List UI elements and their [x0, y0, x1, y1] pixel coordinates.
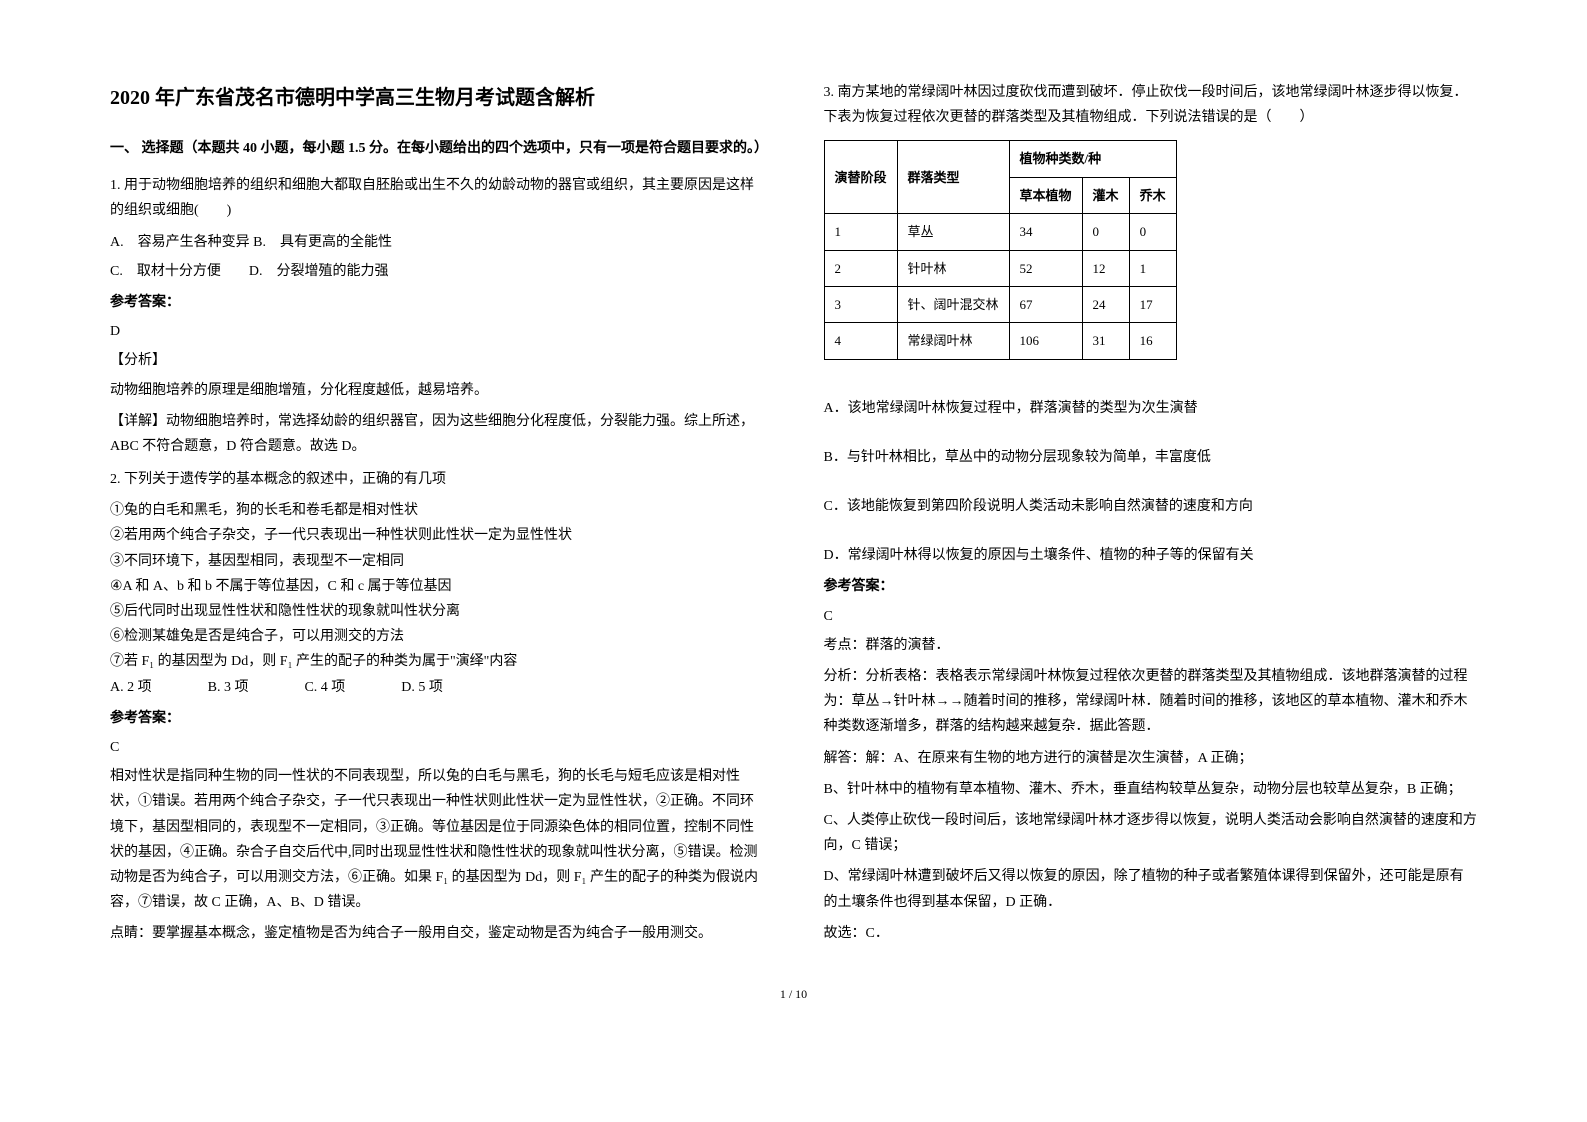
- q2-s2: ②若用两个纯合子杂交，子一代只表现出一种性状则此性状一定为显性性状: [110, 523, 764, 548]
- right-column: 3. 南方某地的常绿阔叶林因过度砍伐而遭到破坏．停止砍伐一段时间后，该地常绿阔叶…: [824, 80, 1478, 954]
- cell-herb: 34: [1009, 214, 1082, 250]
- q3-answer-label: 参考答案：: [824, 574, 1478, 599]
- cell-tree: 0: [1129, 214, 1176, 250]
- q2-s3: ③不同环境下，基因型相同，表现型不一定相同: [110, 549, 764, 574]
- spacer: [824, 378, 1478, 396]
- q3-kp: 考点：群落的演替．: [824, 633, 1478, 658]
- q2-answer-letter: C: [110, 735, 764, 760]
- q3-answer-letter: C: [824, 604, 1478, 629]
- section-header: 一、 选择题（本题共 40 小题，每小题 1.5 分。在每小题给出的四个选项中，…: [110, 136, 764, 161]
- th-type: 群落类型: [897, 141, 1009, 214]
- cell-stage: 3: [824, 286, 897, 322]
- left-column: 2020 年广东省茂名市德明中学高三生物月考试题含解析 一、 选择题（本题共 4…: [110, 80, 764, 954]
- q2-tip: 点睛：要掌握基本概念，鉴定植物是否为纯合子一般用自交，鉴定动物是否为纯合子一般用…: [110, 921, 764, 946]
- q3-analysis: 分析：分析表格：表格表示常绿阔叶林恢复过程依次更替的群落类型及其植物组成．该地群…: [824, 664, 1478, 740]
- cell-herb: 52: [1009, 250, 1082, 286]
- cell-herb: 106: [1009, 323, 1082, 359]
- q3-option-a: A．该地常绿阔叶林恢复过程中，群落演替的类型为次生演替: [824, 396, 1478, 421]
- q1-options-2: C. 取材十分方便 D. 分裂增殖的能力强: [110, 259, 764, 284]
- spacer: [824, 427, 1478, 445]
- question-2: 2. 下列关于遗传学的基本概念的叙述中，正确的有几项 ①兔的白毛和黑毛，狗的长毛…: [110, 467, 764, 946]
- th-species: 植物种类数/种: [1009, 141, 1176, 177]
- th-shrub: 灌木: [1082, 177, 1129, 213]
- cell-type: 针、阔叶混交林: [897, 286, 1009, 322]
- q2-explain: 相对性状是指同种生物的同一性状的不同表现型，所以兔的白毛与黑毛，狗的长毛与短毛应…: [110, 764, 764, 915]
- q1-analysis-label: 【分析】: [110, 348, 764, 373]
- table-row: 4 常绿阔叶林 106 31 16: [824, 323, 1176, 359]
- cell-type: 草丛: [897, 214, 1009, 250]
- q2-s7: ⑦若 F₁ 的基因型为 Dd，则 F₁ 产生的配子的种类为属于"演绎"内容: [110, 649, 764, 674]
- cell-stage: 1: [824, 214, 897, 250]
- table-row: 1 草丛 34 0 0: [824, 214, 1176, 250]
- spacer: [824, 525, 1478, 543]
- cell-tree: 17: [1129, 286, 1176, 322]
- q2-text: 2. 下列关于遗传学的基本概念的叙述中，正确的有几项: [110, 467, 764, 492]
- table-row: 3 针、阔叶混交林 67 24 17: [824, 286, 1176, 322]
- table-header-row-1: 演替阶段 群落类型 植物种类数/种: [824, 141, 1176, 177]
- q3-option-d: D．常绿阔叶林得以恢复的原因与土壤条件、植物的种子等的保留有关: [824, 543, 1478, 568]
- q3-option-b: B．与针叶林相比，草丛中的动物分层现象较为简单，丰富度低: [824, 445, 1478, 470]
- q1-detail: 【详解】动物细胞培养时，常选择幼龄的组织器官，因为这些细胞分化程度低，分裂能力强…: [110, 409, 764, 459]
- cell-shrub: 24: [1082, 286, 1129, 322]
- q2-s6: ⑥检测某雄兔是否是纯合子，可以用测交的方法: [110, 624, 764, 649]
- page: 2020 年广东省茂名市德明中学高三生物月考试题含解析 一、 选择题（本题共 4…: [110, 80, 1477, 954]
- q3-solve-a: 解答：解：A、在原来有生物的地方进行的演替是次生演替，A 正确；: [824, 746, 1478, 771]
- spacer: [824, 476, 1478, 494]
- th-herb: 草本植物: [1009, 177, 1082, 213]
- q3-solve-b: B、针叶林中的植物有草本植物、灌木、乔木，垂直结构较草丛复杂，动物分层也较草丛复…: [824, 777, 1478, 802]
- q2-s4: ④A 和 A、b 和 b 不属于等位基因，C 和 c 属于等位基因: [110, 574, 764, 599]
- q2-s5: ⑤后代同时出现显性性状和隐性性状的现象就叫性状分离: [110, 599, 764, 624]
- q2-options: A. 2 项 B. 3 项 C. 4 项 D. 5 项: [110, 675, 764, 700]
- cell-shrub: 0: [1082, 214, 1129, 250]
- th-stage: 演替阶段: [824, 141, 897, 214]
- cell-tree: 16: [1129, 323, 1176, 359]
- q3-solve-c: C、人类停止砍伐一段时间后，该地常绿阔叶林才逐步得以恢复，说明人类活动会影响自然…: [824, 808, 1478, 858]
- cell-stage: 2: [824, 250, 897, 286]
- q3-text: 3. 南方某地的常绿阔叶林因过度砍伐而遭到破坏．停止砍伐一段时间后，该地常绿阔叶…: [824, 80, 1478, 130]
- question-1: 1. 用于动物细胞培养的组织和细胞大都取自胚胎或出生不久的幼龄动物的器官或组织，…: [110, 173, 764, 459]
- q1-analysis-text: 动物细胞培养的原理是细胞增殖，分化程度越低，越易培养。: [110, 378, 764, 403]
- q3-table: 演替阶段 群落类型 植物种类数/种 草本植物 灌木 乔木 1 草丛 34 0 0: [824, 140, 1177, 359]
- q1-options-1: A. 容易产生各种变异 B. 具有更高的全能性: [110, 230, 764, 255]
- q1-answer-letter: D: [110, 319, 764, 344]
- cell-shrub: 12: [1082, 250, 1129, 286]
- cell-type: 常绿阔叶林: [897, 323, 1009, 359]
- cell-type: 针叶林: [897, 250, 1009, 286]
- table-row: 2 针叶林 52 12 1: [824, 250, 1176, 286]
- th-tree: 乔木: [1129, 177, 1176, 213]
- q2-s1: ①兔的白毛和黑毛，狗的长毛和卷毛都是相对性状: [110, 498, 764, 523]
- q1-text: 1. 用于动物细胞培养的组织和细胞大都取自胚胎或出生不久的幼龄动物的器官或组织，…: [110, 173, 764, 223]
- cell-stage: 4: [824, 323, 897, 359]
- question-3: 3. 南方某地的常绿阔叶林因过度砍伐而遭到破坏．停止砍伐一段时间后，该地常绿阔叶…: [824, 80, 1478, 946]
- q3-final: 故选：C．: [824, 921, 1478, 946]
- page-footer: 1 / 10: [110, 984, 1477, 1006]
- cell-herb: 67: [1009, 286, 1082, 322]
- q2-answer-label: 参考答案：: [110, 706, 764, 731]
- cell-tree: 1: [1129, 250, 1176, 286]
- exam-title: 2020 年广东省茂名市德明中学高三生物月考试题含解析: [110, 80, 764, 116]
- q1-answer-label: 参考答案：: [110, 290, 764, 315]
- q3-solve-d: D、常绿阔叶林遭到破坏后又得以恢复的原因，除了植物的种子或者繁殖体课得到保留外，…: [824, 864, 1478, 914]
- q3-option-c: C．该地能恢复到第四阶段说明人类活动未影响自然演替的速度和方向: [824, 494, 1478, 519]
- cell-shrub: 31: [1082, 323, 1129, 359]
